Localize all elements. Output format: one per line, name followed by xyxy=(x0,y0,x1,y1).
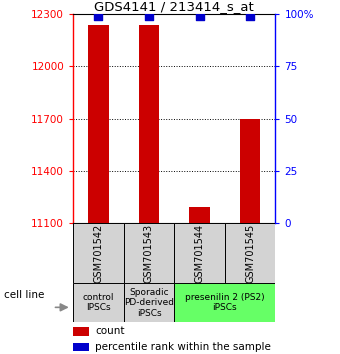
Point xyxy=(197,13,202,19)
Bar xyxy=(124,283,174,322)
Title: GDS4141 / 213414_s_at: GDS4141 / 213414_s_at xyxy=(95,0,254,13)
Bar xyxy=(73,283,124,322)
Bar xyxy=(124,223,174,283)
Text: count: count xyxy=(95,326,125,336)
Point xyxy=(248,13,253,19)
Bar xyxy=(225,223,275,283)
Text: GSM701543: GSM701543 xyxy=(144,223,154,283)
Text: GSM701542: GSM701542 xyxy=(94,223,103,283)
Bar xyxy=(174,223,225,283)
Bar xyxy=(73,223,124,283)
Text: control
IPSCs: control IPSCs xyxy=(83,293,114,312)
Text: GSM701544: GSM701544 xyxy=(194,223,205,283)
Point xyxy=(96,13,101,19)
Text: Sporadic
PD-derived
iPSCs: Sporadic PD-derived iPSCs xyxy=(124,288,174,318)
Point xyxy=(146,13,152,19)
Bar xyxy=(88,24,108,223)
Text: cell line: cell line xyxy=(4,290,44,300)
Text: GSM701545: GSM701545 xyxy=(245,223,255,283)
Bar xyxy=(139,24,159,223)
Bar xyxy=(189,207,210,223)
Bar xyxy=(73,327,89,336)
Text: presenilin 2 (PS2)
iPSCs: presenilin 2 (PS2) iPSCs xyxy=(185,293,265,312)
Bar xyxy=(240,119,260,223)
Bar xyxy=(73,343,89,352)
Bar xyxy=(174,283,275,322)
Text: percentile rank within the sample: percentile rank within the sample xyxy=(95,342,271,352)
